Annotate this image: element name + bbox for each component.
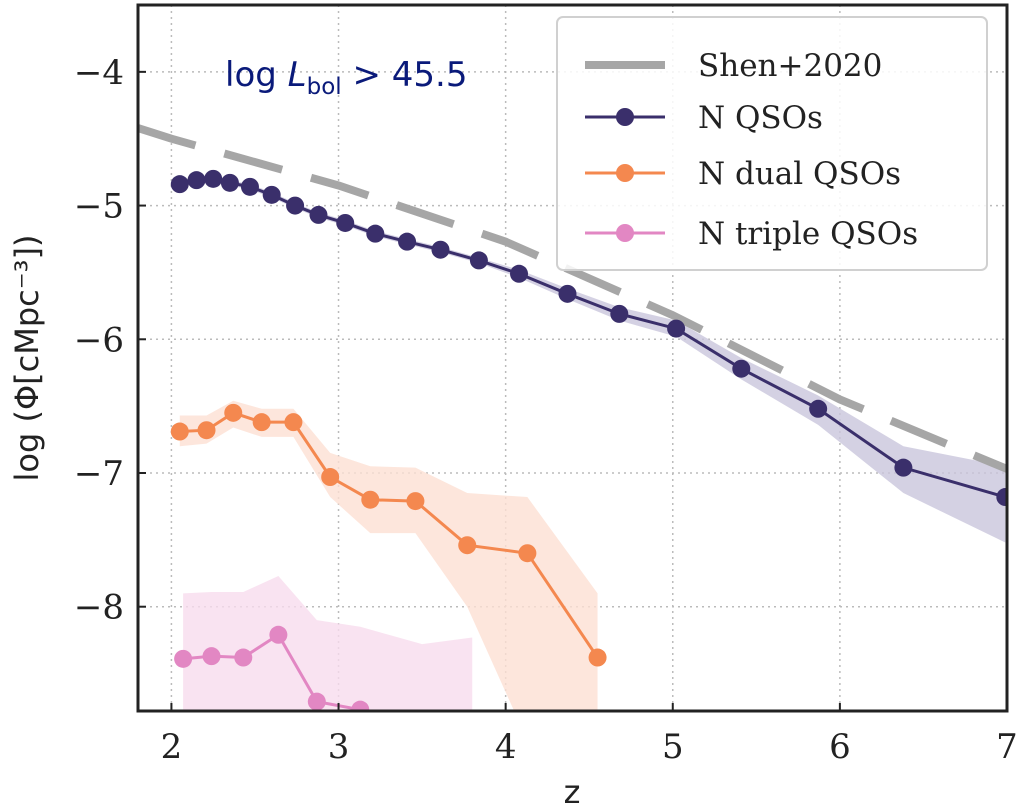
x-tick-label: 3 — [328, 727, 350, 767]
data-point — [220, 173, 239, 192]
legend-label-shen: Shen+2020 — [698, 48, 882, 84]
legend-marker-dual — [616, 164, 634, 182]
data-point — [307, 692, 326, 711]
data-point — [610, 304, 629, 323]
data-point — [174, 649, 193, 668]
data-point — [732, 359, 751, 378]
annotation: log Lbol > 45.5 — [225, 55, 467, 100]
data-point — [187, 171, 206, 190]
data-point — [170, 422, 189, 441]
ticks: 2 3 4 5 6 7 −4 −5 −6 −7 −8 — [74, 53, 1018, 767]
error-band-1 — [179, 400, 598, 711]
data-point — [469, 251, 488, 270]
data-point — [269, 625, 288, 644]
x-tick-label: 6 — [829, 727, 851, 767]
y-tick-label: −8 — [74, 588, 124, 628]
data-point — [667, 319, 686, 338]
x-tick-label: 4 — [495, 727, 517, 767]
data-point — [284, 413, 303, 432]
y-axis-label: log (Φ[cMpc⁻³]) — [8, 235, 46, 482]
data-point — [588, 648, 607, 667]
data-point — [351, 700, 370, 711]
legend: Shen+2020 N QSOs N dual QSOs N triple QS… — [556, 16, 988, 271]
data-point — [361, 490, 380, 509]
x-tick-label: 2 — [161, 727, 183, 767]
legend-label-qsos: N QSOs — [698, 100, 823, 136]
data-point — [406, 492, 425, 511]
data-point — [262, 185, 281, 204]
legend-marker-qsos — [616, 108, 634, 126]
series-lines — [138, 124, 1007, 711]
y-tick-label: −7 — [74, 454, 124, 494]
legend-marker-triple — [616, 224, 634, 242]
plot-frame — [136, 3, 1009, 713]
error-band-2 — [183, 575, 473, 711]
y-tick-label: −6 — [74, 320, 124, 360]
data-point — [809, 399, 828, 418]
data-point — [996, 488, 1007, 507]
data-point — [197, 421, 216, 440]
data-point — [204, 169, 223, 188]
data-point — [366, 224, 385, 243]
data-point — [240, 177, 259, 196]
data-point — [431, 240, 450, 259]
error-bands — [179, 176, 1006, 711]
data-point — [170, 175, 189, 194]
data-point — [286, 196, 305, 215]
data-point — [458, 536, 477, 555]
data-point — [558, 284, 577, 303]
data-point — [234, 648, 253, 667]
data-point — [336, 213, 355, 232]
data-point — [224, 403, 243, 422]
data-point — [309, 205, 328, 224]
shen2020-line — [138, 124, 1007, 473]
legend-label-triple: N triple QSOs — [698, 216, 918, 252]
y-tick-label: −5 — [74, 187, 124, 227]
data-point — [398, 232, 417, 251]
legend-label-dual: N dual QSOs — [698, 156, 901, 192]
data-point — [510, 264, 529, 283]
x-axis-label: z — [564, 773, 581, 809]
data-point — [321, 468, 340, 487]
data-point — [518, 544, 537, 563]
data-point — [894, 458, 913, 477]
y-tick-label: −4 — [74, 53, 124, 93]
x-tick-label: 5 — [662, 727, 684, 767]
data-point — [252, 413, 271, 432]
x-tick-label: 7 — [996, 727, 1018, 767]
data-point — [202, 647, 221, 666]
